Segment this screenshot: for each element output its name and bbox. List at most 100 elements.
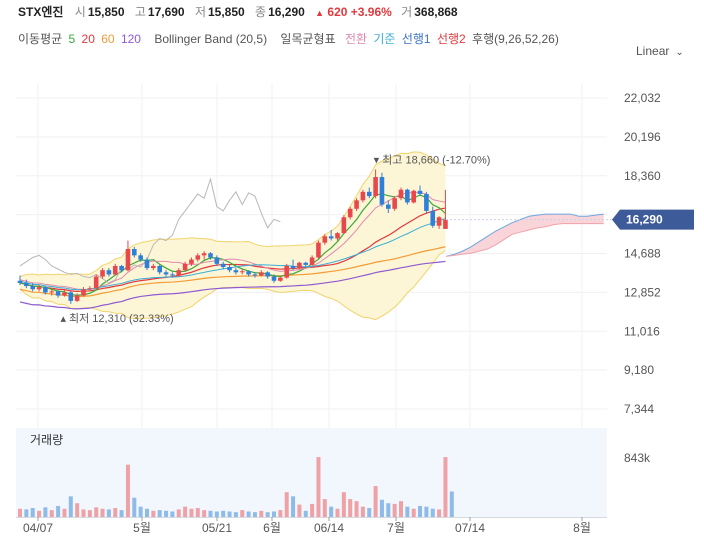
volume-bar	[157, 510, 162, 517]
scale-selector[interactable]: Linear ⌄	[636, 44, 684, 58]
candle-body	[347, 208, 353, 218]
x-tick-label: 06/14	[314, 521, 344, 535]
candle-body	[265, 272, 270, 277]
volume-bar	[405, 506, 410, 517]
ma-legend-label[interactable]: 이동평균	[18, 32, 63, 46]
candle-body	[138, 255, 143, 260]
volume-bar	[170, 511, 175, 517]
volume-bar	[62, 508, 67, 517]
volume-bar	[240, 510, 245, 517]
candle-body	[354, 200, 359, 209]
candle-body	[309, 257, 315, 265]
x-tick-label: 07/14	[455, 521, 485, 535]
volume-bar	[49, 510, 54, 517]
stock-name: STX엔진	[18, 5, 64, 19]
candle-body	[360, 191, 366, 201]
x-tick-label: 7월	[387, 521, 405, 535]
ma-120-line	[19, 260, 446, 310]
candle-body	[239, 271, 245, 273]
volume-bar	[411, 508, 416, 517]
volume-bar	[75, 503, 80, 517]
close-value: 16,290	[268, 5, 305, 19]
candles	[17, 169, 448, 304]
volume-bar	[132, 497, 137, 517]
candle-body	[36, 287, 42, 290]
x-tick-label: 6월	[263, 521, 281, 535]
candle-body	[233, 270, 239, 273]
y-tick-label: 9,180	[624, 363, 654, 377]
y-tick-label: 11,016	[624, 324, 660, 338]
volume-bar	[151, 510, 156, 517]
candle-body	[405, 189, 410, 203]
candle-body	[271, 276, 277, 281]
volume-bar	[265, 512, 270, 517]
volume-bar	[354, 501, 359, 517]
candle-body	[341, 217, 347, 234]
volume-bar	[373, 486, 378, 517]
leading-span-2	[445, 223, 604, 257]
bollinger-band-label[interactable]: Bollinger Band (20,5)	[154, 32, 268, 46]
volume-bar	[106, 509, 111, 517]
volume-bar	[437, 509, 442, 517]
volume-bar	[272, 511, 276, 517]
candle-body	[125, 249, 131, 271]
stock-header: STX엔진 시 15,850 고 17,690 저 15,850 종 16,290 ▲ …	[18, 3, 465, 21]
y-tick-label: 22,032	[624, 91, 661, 105]
ma-120-label[interactable]: 120	[120, 32, 141, 46]
volume-bar	[37, 510, 42, 517]
ichimoku-leading2-label[interactable]: 선행2	[436, 32, 466, 46]
y-tick-label: 20,196	[624, 130, 661, 144]
volume-bar	[310, 503, 315, 517]
scale-label: Linear	[636, 44, 670, 58]
candle-body	[278, 277, 283, 281]
candle-body	[62, 292, 67, 296]
candle-body	[100, 270, 105, 277]
candle-body	[43, 287, 48, 293]
bollinger-upper	[19, 151, 446, 278]
volume-bar	[252, 512, 257, 517]
volume-bar	[183, 506, 188, 517]
volume-bar	[418, 505, 423, 517]
change-value: 620	[327, 5, 348, 19]
volume-bar	[348, 499, 353, 517]
ma-60-line	[19, 246, 446, 298]
volume-panel: 거래량 843k	[16, 428, 651, 517]
high-label: 고	[134, 5, 146, 19]
volume-bar	[24, 509, 29, 517]
candle-body	[119, 265, 124, 271]
ma-5-label[interactable]: 5	[68, 32, 76, 46]
candle-body	[144, 259, 150, 269]
ma-60-label[interactable]: 60	[101, 32, 115, 46]
candle-body	[106, 270, 112, 275]
volume-bar	[18, 508, 22, 517]
chevron-down-icon: ⌄	[675, 47, 684, 58]
volume-bar	[214, 511, 219, 517]
candle-body	[424, 193, 429, 211]
candle-body	[335, 233, 340, 239]
leading-span-1	[445, 213, 604, 257]
ichimoku-conversion-label[interactable]: 전환	[344, 32, 368, 46]
ichimoku-label[interactable]: 일목균형표	[280, 32, 336, 46]
volume-bar	[94, 507, 99, 517]
volume-label: 거	[401, 5, 413, 19]
volume-bar	[202, 510, 207, 517]
ichimoku-lagging-label[interactable]: 후행(9,26,52,26)	[472, 32, 559, 46]
ichimoku-base-label[interactable]: 기준	[373, 32, 396, 46]
candle-body	[386, 204, 391, 209]
ichimoku-leading1-label[interactable]: 선행1	[401, 32, 431, 46]
x-axis: 04/07 5월 05/21 6월 06/14 7월 07/14 8월	[16, 517, 607, 535]
volume-bar	[145, 508, 149, 517]
volume-bar	[335, 508, 340, 517]
ma-5-line	[19, 193, 446, 296]
volume-bar	[56, 505, 61, 517]
candle-body	[290, 265, 296, 269]
candle-body	[182, 263, 188, 271]
volume-bar	[360, 506, 365, 517]
candle-body	[176, 270, 182, 276]
candle-body	[170, 274, 175, 276]
low-value: 15,850	[208, 5, 245, 19]
ma-20-label[interactable]: 20	[81, 32, 95, 46]
max-price-annotation: ▾ 최고 18,660 (-12.70%)	[374, 153, 491, 166]
candle-body	[17, 280, 23, 283]
